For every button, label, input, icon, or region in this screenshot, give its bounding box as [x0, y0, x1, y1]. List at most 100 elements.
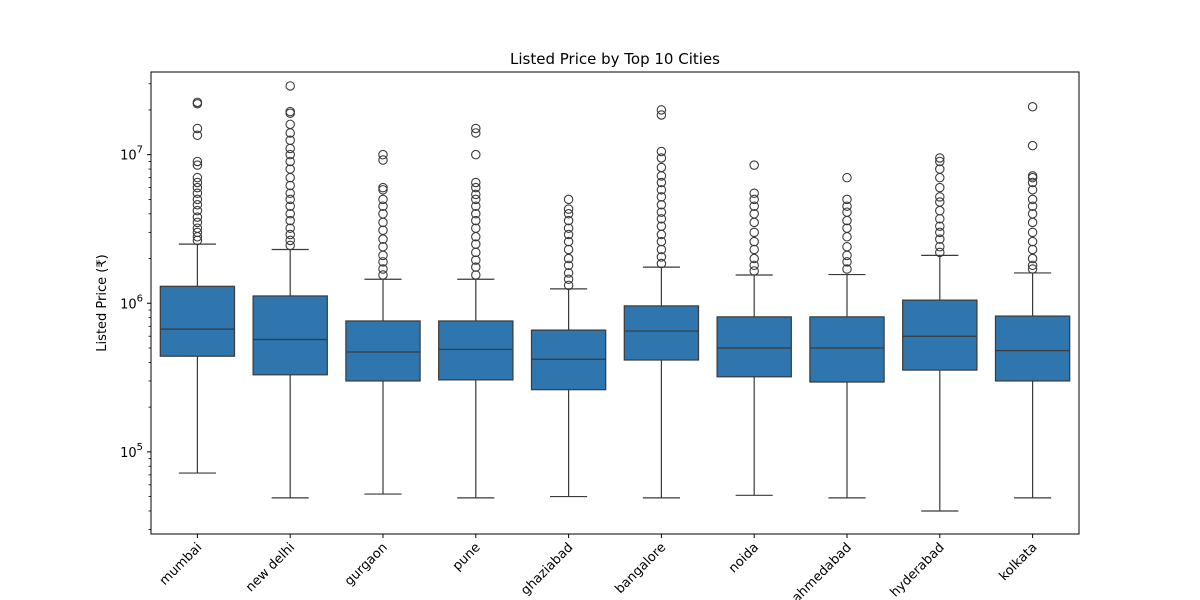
- outlier-point: [935, 221, 945, 231]
- outlier-point: [285, 149, 295, 160]
- outlier-point: [192, 212, 203, 222]
- outlier-point: [842, 172, 852, 183]
- outlier-point: [1027, 177, 1038, 188]
- outlier-point: [471, 209, 481, 219]
- box-4: [438, 123, 514, 499]
- outlier-point: [378, 270, 388, 280]
- outlier-point: [378, 250, 388, 261]
- outlier-point: [935, 227, 945, 238]
- outlier-point: [285, 194, 295, 205]
- outlier-point: [563, 244, 574, 255]
- outlier-point: [471, 177, 481, 188]
- outlier-point: [1027, 201, 1038, 211]
- x-tick-label: mumbai: [157, 540, 205, 588]
- outlier-point: [192, 235, 203, 246]
- outlier-point: [842, 257, 852, 267]
- iqr-box: [159, 285, 236, 357]
- x-tick-label: bangalore: [612, 540, 669, 597]
- outlier-point: [378, 264, 388, 274]
- box-9: [902, 153, 978, 512]
- outlier-point: [749, 194, 759, 205]
- outlier-point: [749, 217, 759, 228]
- outlier-point: [935, 247, 945, 258]
- outlier-point: [749, 244, 759, 255]
- outlier-point: [192, 177, 203, 188]
- outlier-point: [1027, 264, 1038, 274]
- outlier-point: [192, 200, 203, 210]
- outlier-point: [378, 149, 388, 160]
- iqr-box: [809, 316, 885, 383]
- outlier-point: [285, 172, 295, 183]
- outlier-point: [1027, 236, 1038, 247]
- outlier-point: [842, 215, 852, 226]
- outlier-point: [285, 108, 295, 118]
- x-tick-label: ghaziabad: [518, 540, 576, 598]
- outlier-point: [285, 201, 295, 211]
- outlier-point: [192, 172, 203, 183]
- outlier-point: [378, 225, 388, 235]
- outlier-point: [563, 204, 574, 214]
- outlier-point: [656, 258, 667, 269]
- outlier-point: [656, 153, 667, 163]
- outlier-point: [656, 105, 667, 115]
- y-tick-label: 107: [120, 145, 143, 164]
- outlier-point: [935, 205, 945, 216]
- outlier-point: [378, 155, 388, 165]
- outlier-point: [563, 274, 574, 285]
- outlier-point: [656, 177, 667, 188]
- outlier-point: [749, 260, 759, 271]
- outlier-point: [192, 182, 203, 193]
- outlier-point: [749, 160, 759, 170]
- outlier-point: [935, 192, 945, 202]
- outlier-point: [842, 201, 852, 211]
- outlier-point: [285, 209, 295, 219]
- outlier-point: [192, 156, 203, 167]
- outlier-point: [471, 232, 481, 242]
- outlier-point: [935, 153, 945, 163]
- outlier-point: [749, 266, 759, 276]
- outlier-point: [285, 235, 295, 246]
- iqr-box: [623, 305, 700, 361]
- outlier-point: [192, 194, 203, 205]
- outlier-point: [749, 227, 759, 238]
- outlier-point: [471, 247, 481, 258]
- y-tick-base: 10: [120, 149, 137, 164]
- outlier-point: [656, 162, 667, 173]
- outlier-point: [656, 185, 667, 195]
- outlier-point: [1027, 253, 1038, 264]
- outlier-point: [935, 242, 945, 252]
- outlier-point: [285, 188, 295, 198]
- outlier-point: [285, 223, 295, 233]
- x-tick-label: gurgaon: [342, 540, 391, 589]
- outlier-point: [1027, 217, 1038, 228]
- outlier-point: [656, 110, 667, 120]
- box-3: [345, 149, 421, 495]
- outlier-point: [1027, 260, 1038, 271]
- outlier-point: [656, 207, 667, 217]
- box-5: [530, 194, 607, 498]
- outlier-point: [935, 156, 945, 167]
- outlier-point: [563, 209, 574, 219]
- box-6: [623, 105, 700, 499]
- outlier-point: [471, 123, 481, 134]
- outlier-point: [378, 257, 388, 267]
- outlier-point: [1027, 185, 1038, 195]
- outlier-point: [842, 250, 852, 261]
- outlier-point: [378, 194, 388, 205]
- y-tick-base: 10: [120, 446, 137, 461]
- y-tick-exponent: 5: [137, 442, 143, 453]
- outlier-point: [192, 123, 203, 134]
- outlier-point: [192, 232, 203, 242]
- outlier-point: [192, 217, 203, 228]
- outlier-point: [656, 252, 667, 262]
- outlier-point: [285, 180, 295, 191]
- outlier-point: [378, 201, 388, 211]
- x-tick-label: ahmedabad: [789, 540, 854, 600]
- outlier-point: [563, 215, 574, 226]
- outlier-point: [471, 182, 481, 193]
- outlier-point: [1027, 172, 1038, 183]
- plot-area: [159, 81, 1071, 512]
- outlier-point: [471, 189, 481, 200]
- y-axis-label: Listed Price (₹): [95, 254, 110, 351]
